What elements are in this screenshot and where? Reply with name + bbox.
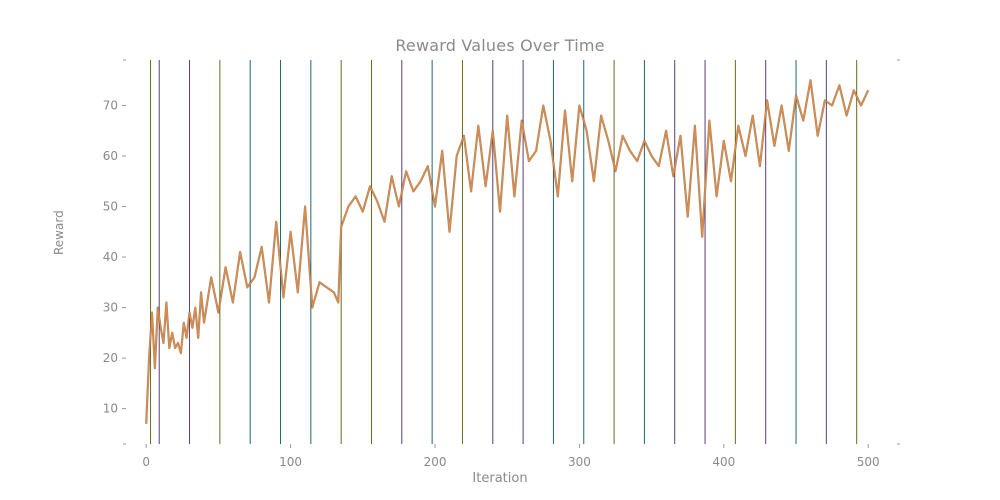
x-tick-label: 500 bbox=[857, 455, 880, 469]
x-tick-label: 300 bbox=[568, 455, 591, 469]
x-axis-label: Iteration bbox=[472, 471, 528, 486]
y-tick-label: 40 bbox=[103, 250, 118, 264]
x-tick-label: 200 bbox=[424, 455, 447, 469]
y-tick-label: 60 bbox=[103, 149, 118, 163]
y-tick-label: 70 bbox=[103, 98, 118, 112]
x-tick-label: 100 bbox=[279, 455, 302, 469]
y-tick-label: 10 bbox=[103, 402, 118, 416]
series-line bbox=[145, 79, 869, 424]
y-tick-label: 20 bbox=[103, 351, 118, 365]
x-tick-label: 400 bbox=[712, 455, 735, 469]
x-tick-label: 0 bbox=[142, 455, 150, 469]
chart-title: Reward Values Over Time bbox=[395, 36, 605, 55]
y-tick-label: 30 bbox=[103, 301, 118, 315]
y-tick-label: 50 bbox=[103, 200, 118, 214]
series-line-shadow bbox=[145, 79, 870, 424]
